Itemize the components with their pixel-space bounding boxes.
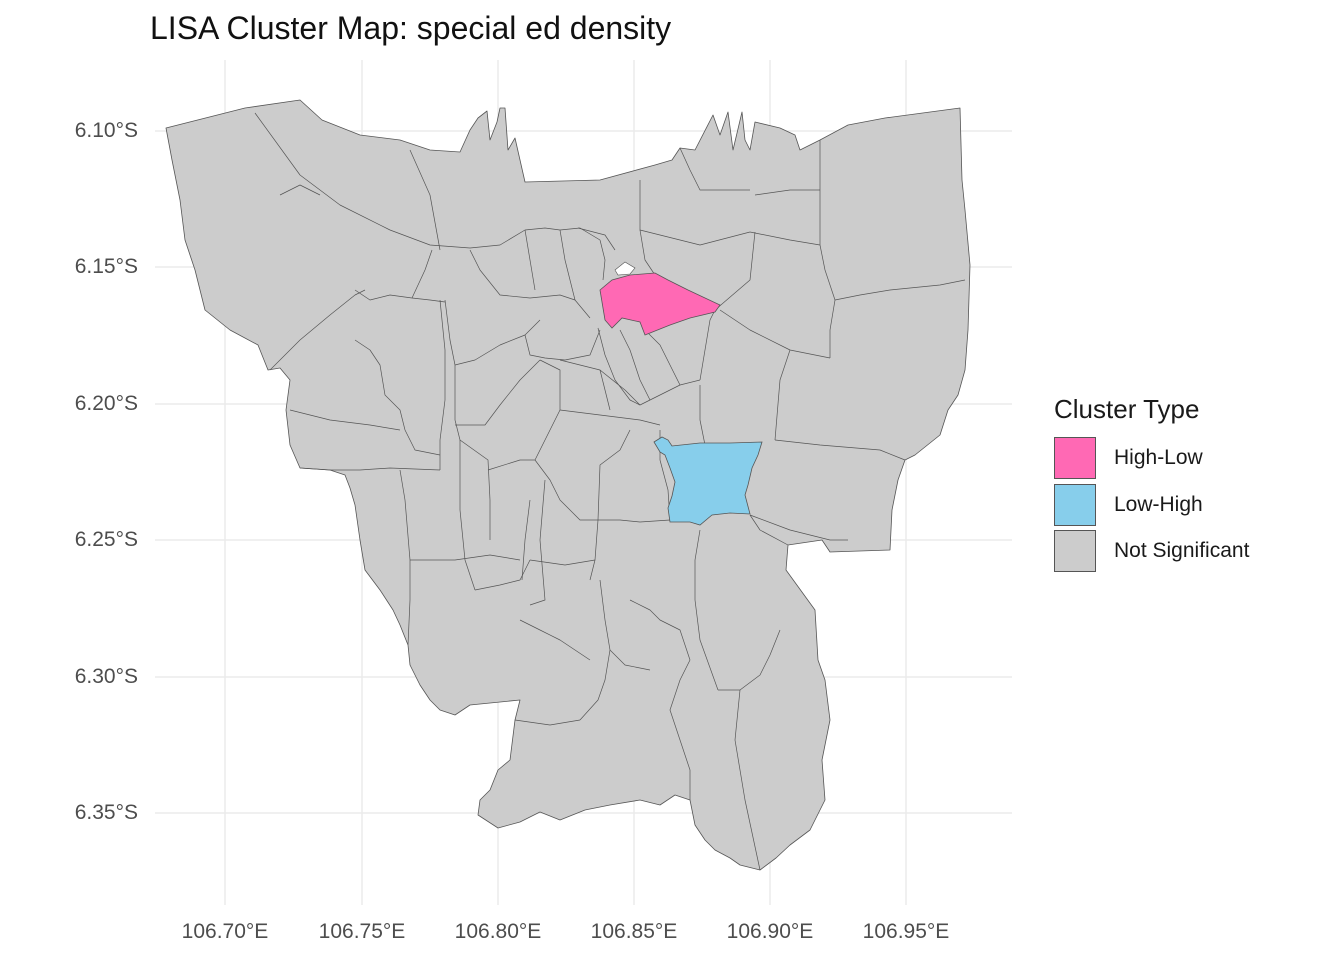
y-tick-label: 6.10°S xyxy=(74,119,138,142)
map-title: LISA Cluster Map: special ed density xyxy=(150,10,672,46)
y-tick-label: 6.35°S xyxy=(74,801,138,824)
region-low-high xyxy=(653,436,763,526)
x-tick-label: 106.95°E xyxy=(862,920,950,943)
x-tick-label: 106.75°E xyxy=(318,920,406,943)
legend-label: High-Low xyxy=(1114,446,1203,470)
legend-item-low-high: Low-High xyxy=(1054,482,1249,529)
region-high-low xyxy=(599,272,721,336)
legend-swatch xyxy=(1054,483,1096,526)
legend-label: Not Significant xyxy=(1114,539,1250,563)
region-not-significant-area xyxy=(165,99,971,871)
legend-item-high-low: High-Low xyxy=(1054,435,1249,482)
legend-title: Cluster Type xyxy=(1054,394,1200,424)
y-tick-label: 6.20°S xyxy=(74,392,138,415)
legend-item-not-significant: Not Significant xyxy=(1054,528,1249,575)
x-tick-label: 106.70°E xyxy=(181,920,269,943)
x-tick-label: 106.85°E xyxy=(590,920,678,943)
district-borders xyxy=(254,112,966,871)
legend: Cluster Type High-Low Low-High Not Signi… xyxy=(1054,394,1249,575)
legend-swatch xyxy=(1054,437,1096,480)
y-tick-label: 6.15°S xyxy=(74,255,138,278)
legend-label: Low-High xyxy=(1114,492,1203,516)
legend-swatch xyxy=(1054,530,1096,573)
x-tick-label: 106.90°E xyxy=(726,920,814,943)
y-tick-label: 6.25°S xyxy=(74,528,138,551)
x-tick-label: 106.80°E xyxy=(454,920,542,943)
y-tick-label: 6.30°S xyxy=(74,665,138,688)
